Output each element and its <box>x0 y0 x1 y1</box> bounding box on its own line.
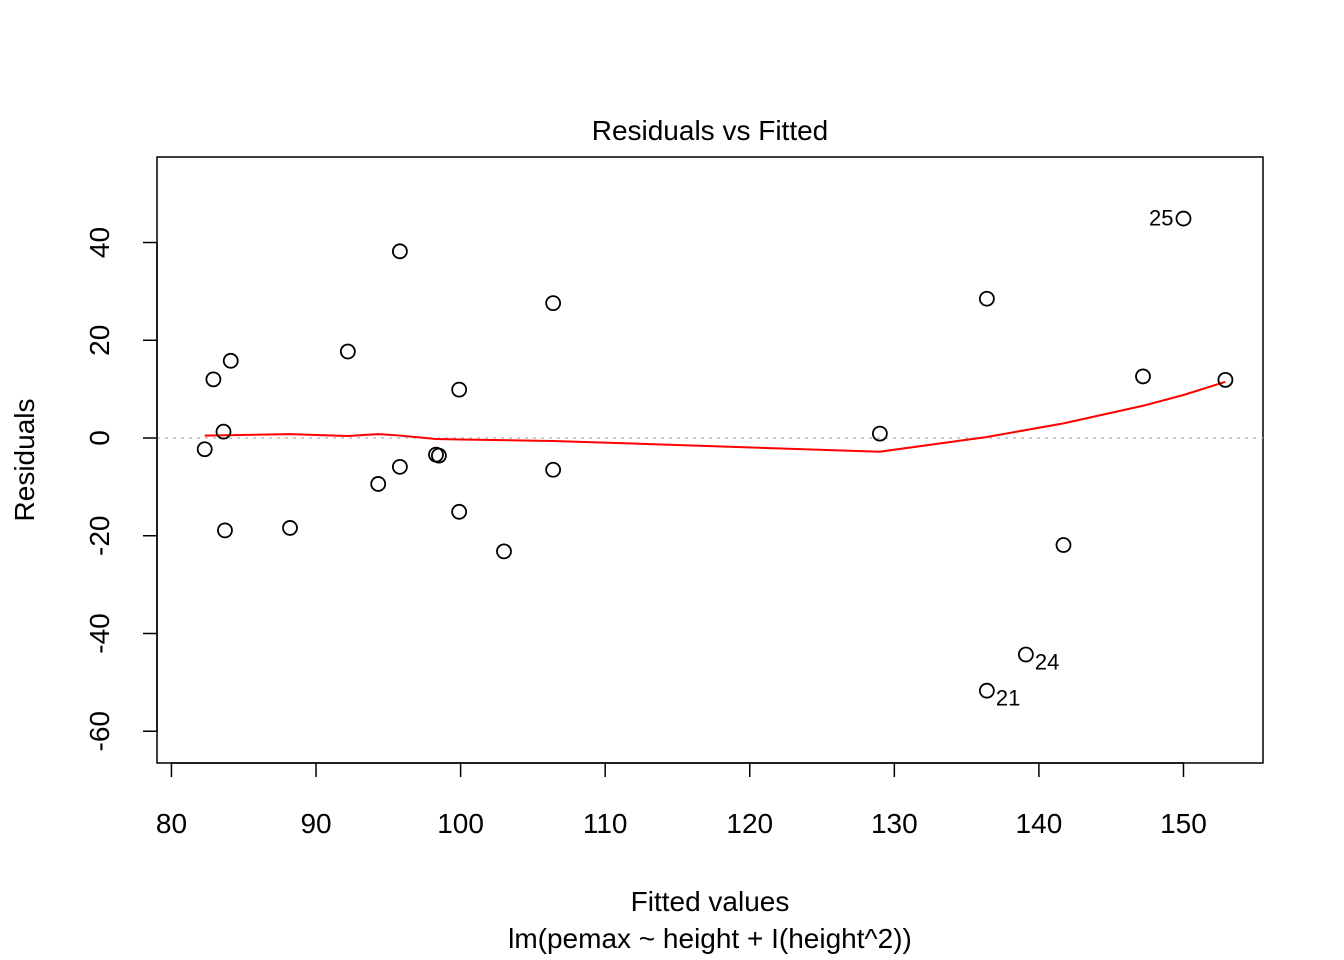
data-point <box>222 352 239 369</box>
data-point <box>451 381 468 398</box>
x-tick-label: 80 <box>156 808 187 839</box>
y-tick-label: 20 <box>84 325 115 356</box>
data-point <box>217 522 233 539</box>
data-point <box>391 243 408 260</box>
data-point <box>978 290 995 307</box>
y-tick-label: -60 <box>84 711 115 751</box>
data-point <box>1055 537 1072 553</box>
y-tick-label: -40 <box>84 613 115 653</box>
data-point <box>431 447 447 464</box>
data-point <box>978 682 995 699</box>
x-tick-label: 150 <box>1160 808 1207 839</box>
points-layer: 21 24 25 <box>196 206 1234 711</box>
x-axis: 80 90 100 110 120 130 140 150 <box>156 762 1207 839</box>
data-point <box>451 503 468 520</box>
chart-title: Residuals vs Fitted <box>592 115 829 146</box>
chart-subtitle: lm(pemax ~ height + I(height^2)) <box>508 923 912 954</box>
y-axis: -60 -40 -20 0 20 40 <box>84 227 158 751</box>
data-point <box>339 343 356 360</box>
y-tick-label: -20 <box>84 516 115 556</box>
data-point <box>496 543 512 560</box>
point-label: 24 <box>1035 650 1059 675</box>
x-tick-label: 130 <box>871 808 918 839</box>
point-label: 21 <box>996 686 1020 711</box>
y-tick-label: 0 <box>84 430 115 446</box>
point-label: 25 <box>1149 206 1173 231</box>
data-point <box>871 425 888 442</box>
x-tick-label: 110 <box>583 808 628 839</box>
x-tick-label: 140 <box>1016 808 1063 839</box>
data-point <box>1017 646 1034 663</box>
y-tick-label: 40 <box>84 227 115 258</box>
x-tick-label: 120 <box>726 808 773 839</box>
data-point <box>215 423 232 440</box>
x-tick-label: 90 <box>300 808 331 839</box>
data-point <box>282 520 298 536</box>
data-point <box>196 441 213 458</box>
plot-frame <box>156 156 1264 764</box>
data-point <box>1135 368 1151 385</box>
data-point <box>370 476 387 492</box>
data-point <box>545 461 562 478</box>
data-point <box>391 458 408 475</box>
data-point <box>1217 371 1234 388</box>
x-axis-label: Fitted values <box>631 886 790 917</box>
smooth-line <box>204 380 1226 453</box>
x-tick-label: 100 <box>437 808 484 839</box>
data-point <box>1175 210 1192 227</box>
y-axis-label: Residuals <box>9 399 40 522</box>
data-point <box>205 371 222 388</box>
data-point <box>545 295 562 312</box>
